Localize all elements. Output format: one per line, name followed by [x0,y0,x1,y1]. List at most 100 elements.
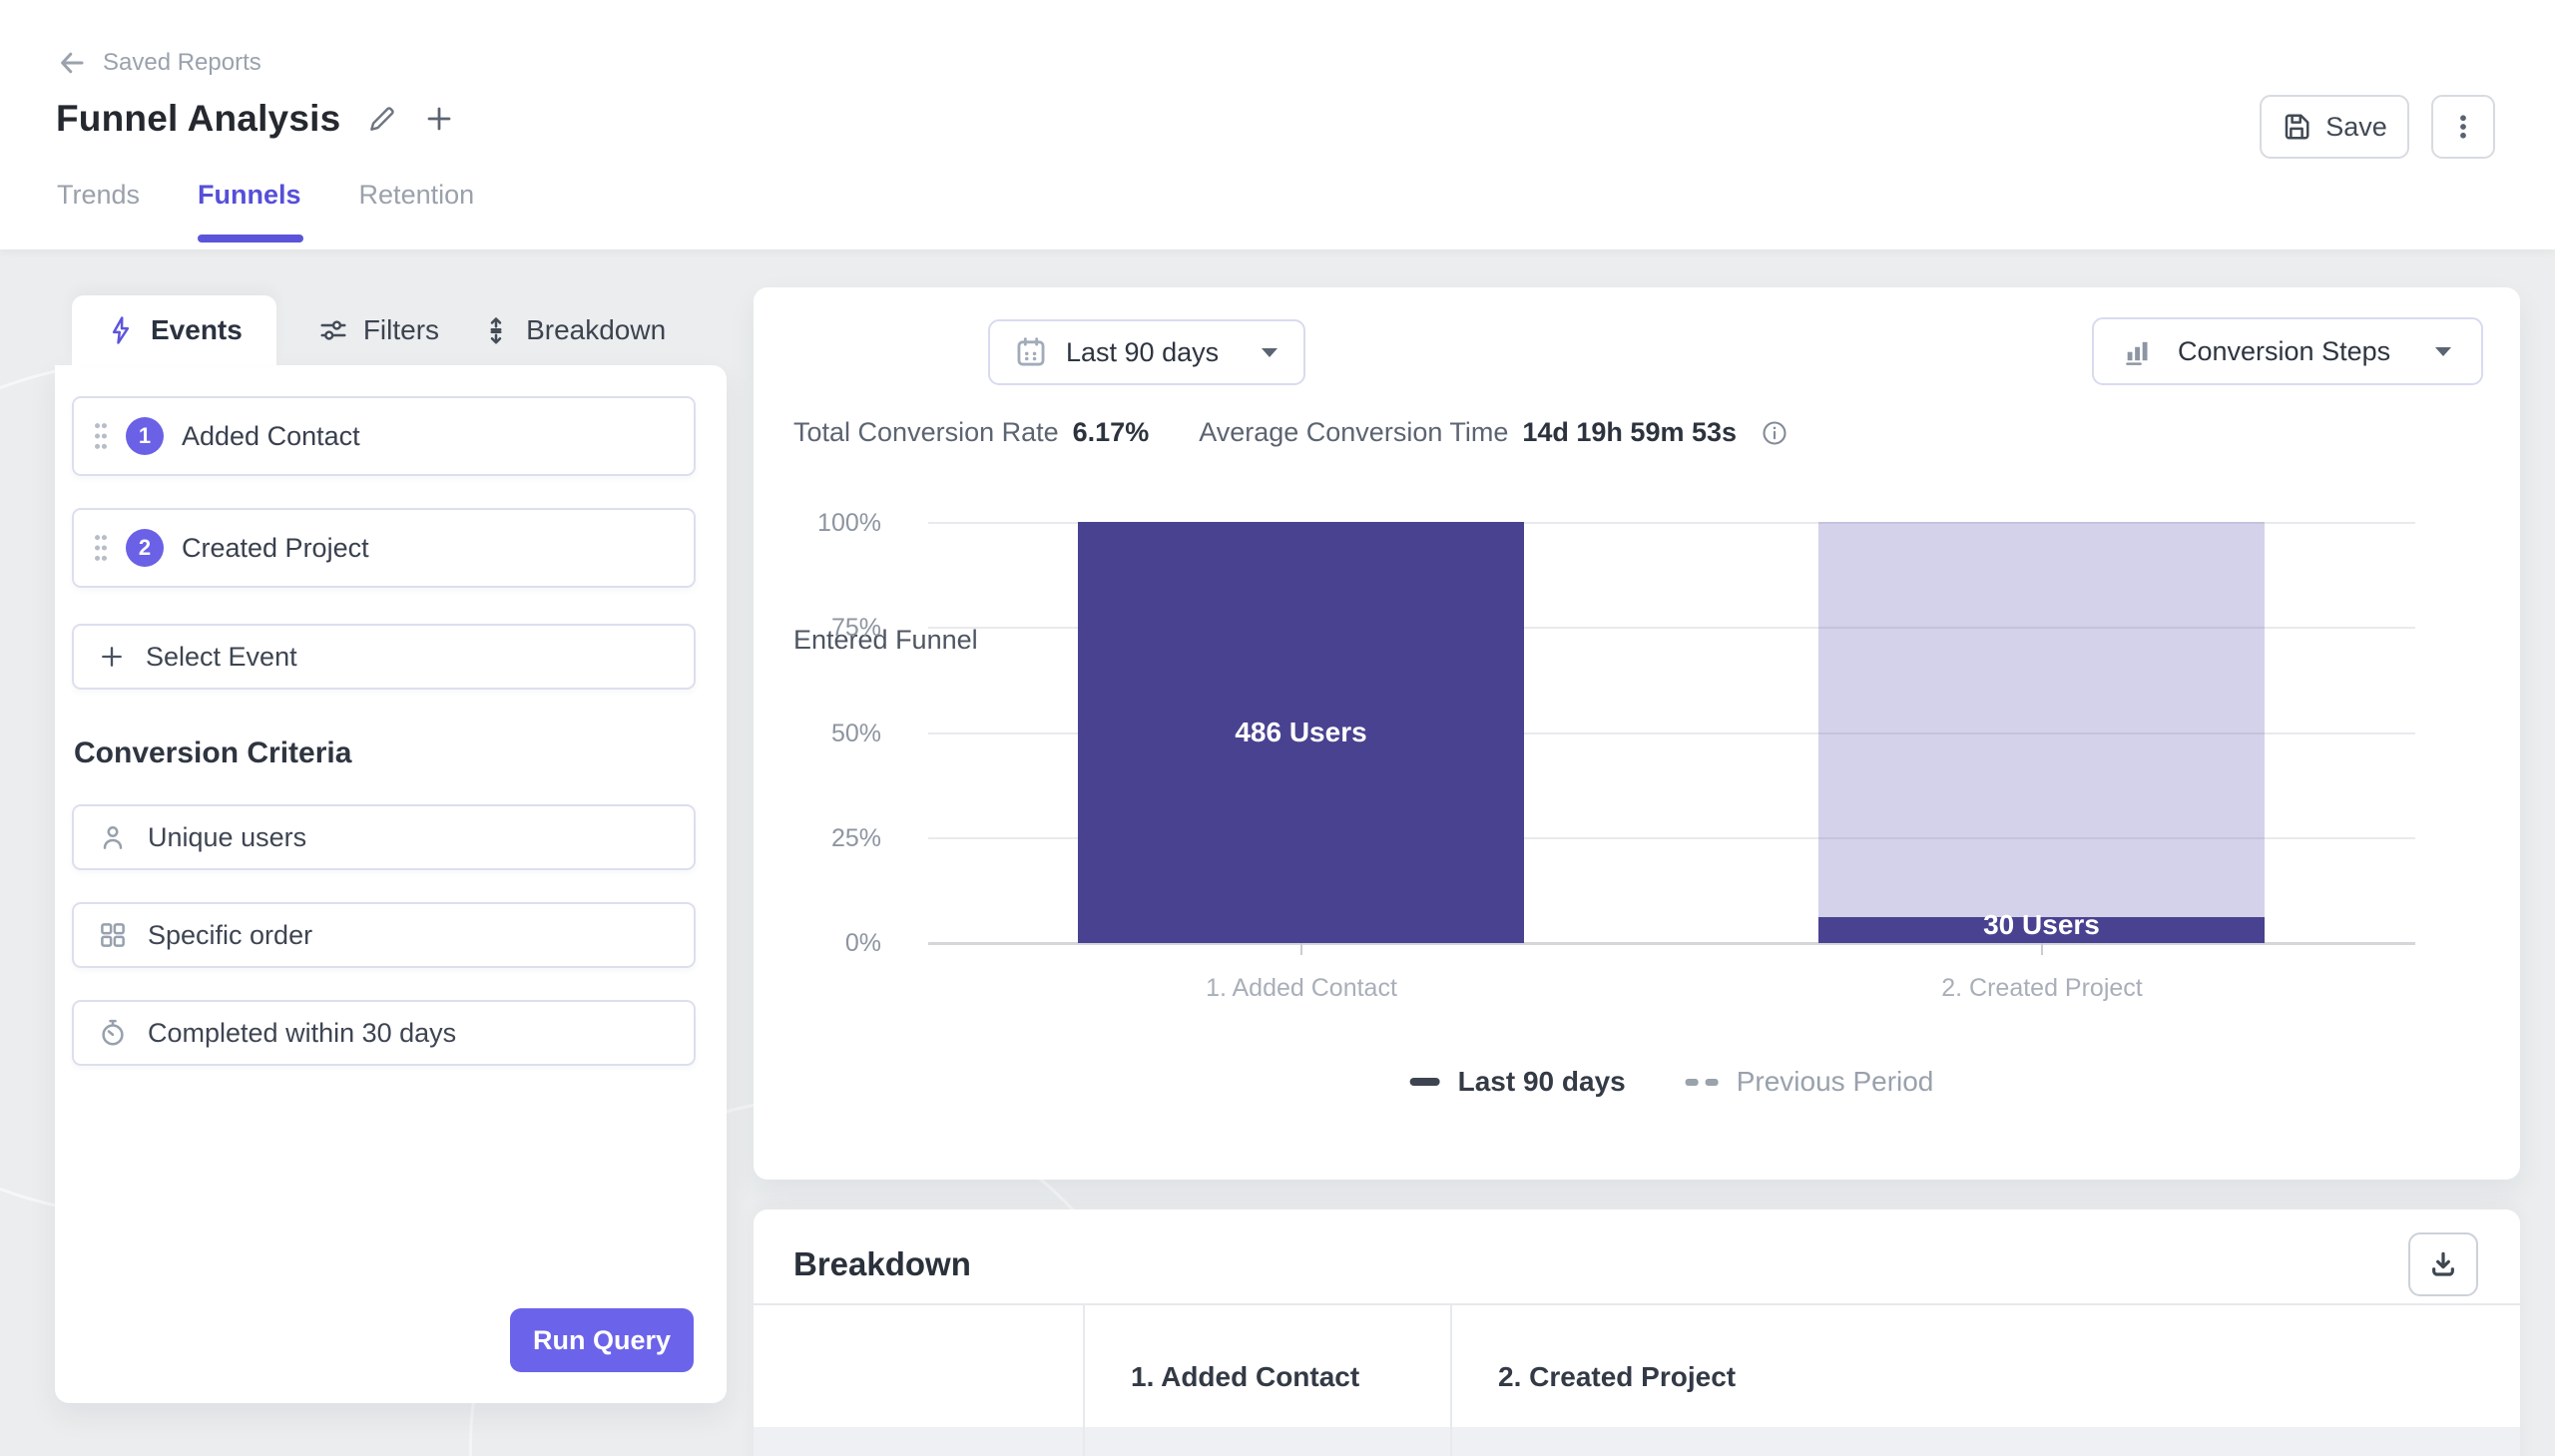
funnel-bar-step-1[interactable]: 486 Users [1078,522,1524,943]
criteria-label: Specific order [148,919,313,950]
table-header-divider [754,1303,2520,1305]
bolt-icon [106,315,136,345]
app-header: Saved Reports Funnel Analysis Trends Fun… [0,0,2555,249]
tab-events[interactable]: Events [72,295,276,365]
avg-conversion-time-label: Average Conversion Time [1199,417,1509,447]
criteria-completed-within[interactable]: Completed within 30 days [72,1000,696,1066]
criteria-label: Unique users [148,821,307,852]
avg-conversion-time-value: 14d 19h 59m 53s [1522,417,1738,447]
event-row-added-contact[interactable]: 1 Added Contact [72,396,696,476]
tab-funnels[interactable]: Funnels [198,180,303,243]
breakdown-card: Breakdown 1. Added Contact 2. Created Pr… [754,1210,2520,1456]
column-header-step-2: 2. Created Project [1498,1361,1737,1392]
funnel-stats: Total Conversion Rate 6.17% Average Conv… [793,417,1788,448]
title-row: Funnel Analysis [56,98,454,140]
entered-funnel-band [1818,522,2265,943]
more-options-button[interactable] [2431,95,2495,159]
solid-line-swatch [1409,1078,1440,1086]
gridline [928,627,2415,629]
step-number-badge: 2 [126,529,164,567]
bar-column-step-2: 30 Users [1818,522,2265,943]
tab-filters[interactable]: Filters [318,314,439,346]
criteria-specific-order[interactable]: Specific order [72,902,696,968]
back-arrow-icon [57,48,87,78]
bar-chart-icon [2122,334,2156,368]
x-axis-label-step-1: 1. Added Contact [1206,974,1397,1002]
download-button[interactable] [2408,1232,2478,1296]
plus-icon [98,643,126,671]
sliders-icon [318,315,348,345]
header-actions: Save [2260,95,2495,159]
criteria-unique-users[interactable]: Unique users [72,804,696,870]
drag-handle-icon[interactable] [94,421,108,451]
select-event-button[interactable]: Select Event [72,624,696,690]
tab-filters-label: Filters [362,314,440,345]
download-icon [2427,1248,2459,1280]
chevron-down-icon [2433,345,2453,357]
total-conversion-rate-label: Total Conversion Rate [793,417,1059,447]
page-title: Funnel Analysis [56,98,341,139]
table-row-stripe [754,1427,2520,1456]
sort-vertical-icon [481,315,511,345]
y-tick-label: 0% [844,929,881,957]
funnel-chart-card: Entered Funnel Last 90 days Conversion S… [754,287,2520,1180]
edit-title-pencil-icon[interactable] [366,103,398,135]
stopwatch-icon [98,1018,128,1048]
tab-trends[interactable]: Trends [57,180,141,210]
add-report-plus-icon[interactable] [424,104,454,134]
breakdown-title: Breakdown [793,1245,971,1282]
legend-label: Previous Period [1736,1066,1934,1097]
breadcrumb-saved-reports[interactable]: Saved Reports [57,48,261,78]
column-divider [1083,1303,1085,1456]
criteria-label: Completed within 30 days [148,1017,457,1048]
user-icon [98,822,128,852]
entered-funnel-label: Entered Funnel [793,625,978,655]
y-tick-label: 25% [830,824,881,852]
report-type-tabs: Trends Funnels Retention [57,180,474,243]
event-name: Created Project [182,532,369,563]
legend-item-current-period[interactable]: Last 90 days [1409,1066,1626,1098]
date-range-value: Last 90 days [1066,336,1220,367]
breadcrumb-label: Saved Reports [103,49,261,76]
event-row-created-project[interactable]: 2 Created Project [72,508,696,588]
event-name: Added Contact [182,420,360,451]
view-mode-dropdown[interactable]: Conversion Steps [2092,317,2483,385]
x-axis-label-step-2: 2. Created Project [1941,974,2143,1002]
chevron-down-icon [1260,346,1279,358]
calendar-icon [1014,335,1048,369]
drag-handle-icon[interactable] [94,533,108,563]
query-panel: 1 Added Contact 2 Created Project Select… [55,365,727,1403]
date-range-dropdown[interactable]: Last 90 days [988,319,1305,385]
bar-value-label: 30 Users [1983,909,2100,940]
y-tick-label: 50% [830,720,881,747]
gridline [928,837,2415,839]
tab-events-label: Events [151,314,243,345]
x-tick [1300,943,1302,955]
legend-label: Last 90 days [1457,1066,1626,1097]
bar-column-step-1: 486 Users [1078,522,1524,943]
view-mode-value: Conversion Steps [2178,335,2391,366]
total-conversion-rate-value: 6.17% [1072,417,1150,447]
legend-item-previous-period[interactable]: Previous Period [1685,1066,1934,1098]
column-divider [1450,1303,1452,1456]
run-query-button[interactable]: Run Query [510,1308,694,1372]
funnel-bar-step-2[interactable] [1818,916,2265,943]
x-axis-baseline [928,942,2415,945]
save-floppy-icon [2282,112,2311,142]
gridline [928,732,2415,734]
tab-breakdown-label: Breakdown [526,314,667,345]
y-tick-label: 100% [817,509,881,537]
tab-retention[interactable]: Retention [358,180,475,210]
bar-value-label: 486 Users [1235,717,1367,747]
chart-legend: Last 90 days Previous Period [1409,1066,1934,1098]
save-button[interactable]: Save [2260,95,2409,159]
funnel-plot-area: 486 Users 30 Users [928,522,2415,943]
tab-breakdown[interactable]: Breakdown [481,314,666,346]
conversion-criteria-heading: Conversion Criteria [74,736,352,769]
y-tick-label: 75% [830,614,881,642]
grid-icon [98,920,128,950]
kebab-menu-icon [2448,112,2478,142]
column-header-step-1: 1. Added Contact [1131,1361,1360,1392]
info-icon[interactable] [1761,419,1788,447]
x-tick [2041,943,2043,955]
